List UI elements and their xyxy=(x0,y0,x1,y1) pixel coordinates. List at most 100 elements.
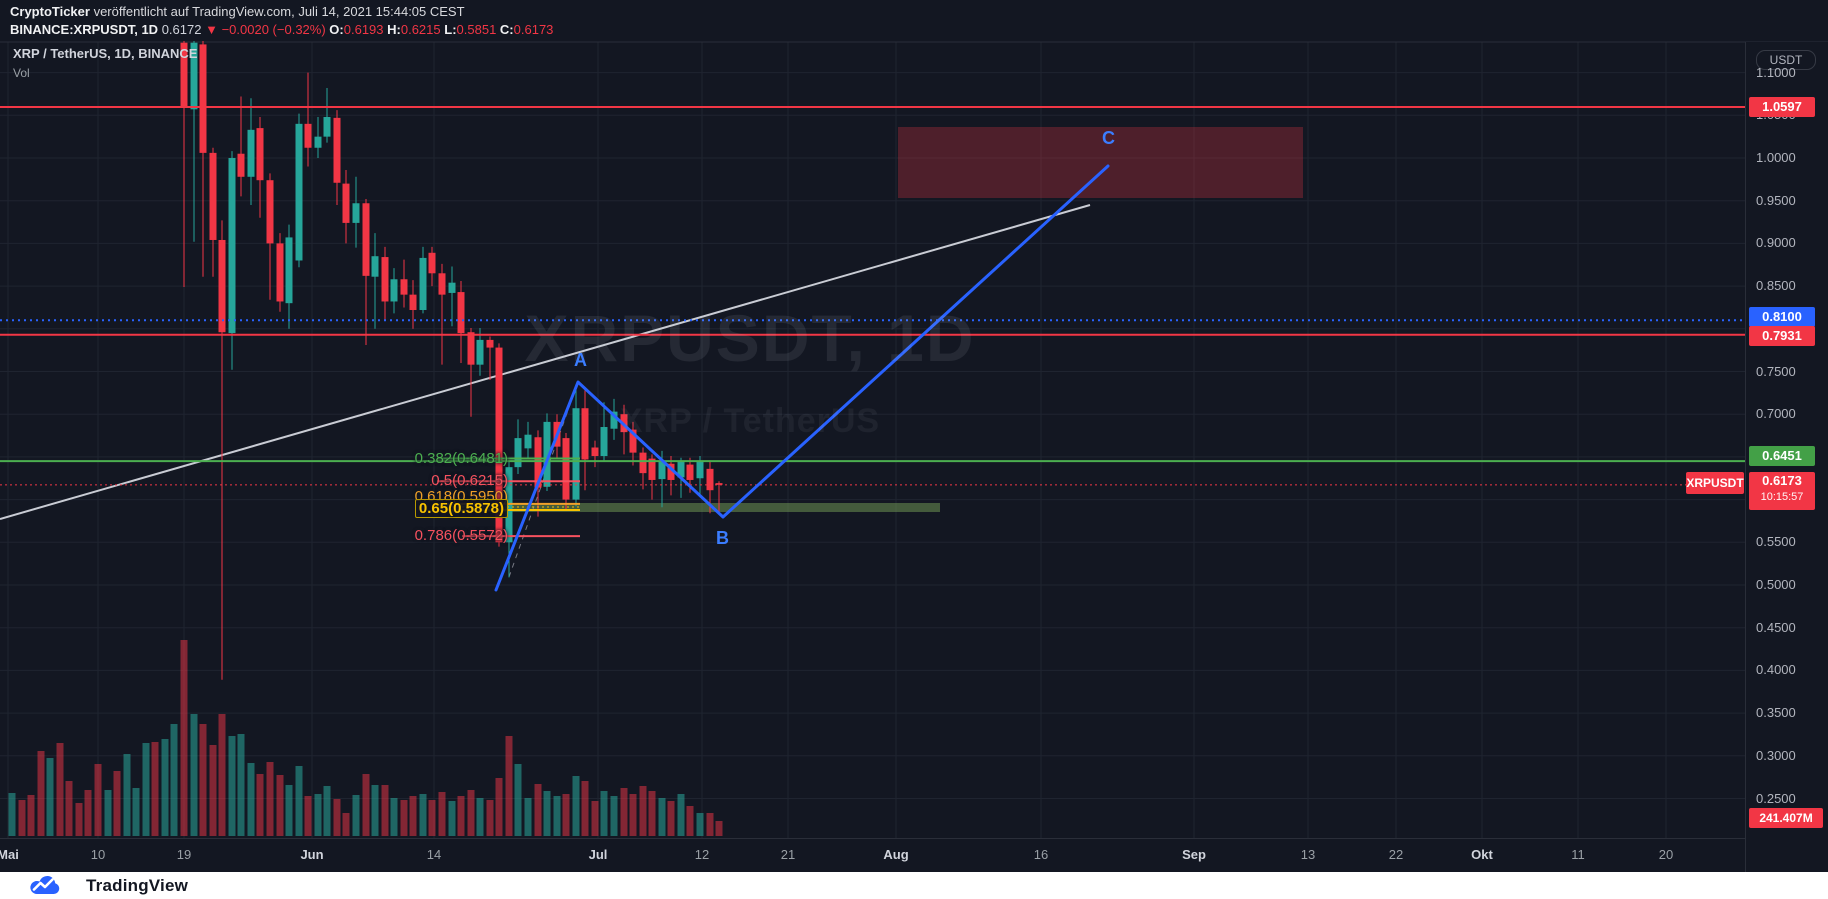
candle-body xyxy=(581,408,589,460)
volume-bar xyxy=(620,788,628,836)
candle-body xyxy=(209,152,217,240)
price-change: −0.0020 (−0.32%) xyxy=(221,22,326,37)
volume-bar xyxy=(362,774,370,836)
candle-body xyxy=(543,421,551,487)
volume-bar xyxy=(75,803,83,836)
volume-bar xyxy=(256,774,264,836)
volume-bar xyxy=(142,743,150,836)
time-tick: Sep xyxy=(1182,847,1206,862)
volume-bar xyxy=(428,800,436,836)
volume-bar xyxy=(706,813,714,836)
candle-body xyxy=(562,438,570,500)
volume-bar xyxy=(486,800,494,836)
candle-body xyxy=(371,256,379,277)
time-tick: Jul xyxy=(588,847,608,862)
price-tick: 0.9500 xyxy=(1756,192,1796,208)
time-tick: 16 xyxy=(1033,847,1049,862)
tradingview-logo-icon[interactable] xyxy=(26,874,70,897)
close-label: C: xyxy=(499,22,514,37)
candle-body xyxy=(390,279,398,302)
high-value: 0.6215 xyxy=(400,22,441,37)
chart-legend-symbol[interactable]: XRP / TetherUS, 1D, BINANCE xyxy=(13,46,198,61)
time-tick: 19 xyxy=(176,847,192,862)
time-axis[interactable]: Mai 10 19 Jun 14 Jul 12 21 Aug 16 Sep 13 22 Okt 11 20 xyxy=(0,838,1745,873)
candle-body xyxy=(295,123,303,261)
volume-bar xyxy=(180,640,188,836)
volume-bar xyxy=(686,806,694,836)
price-tick: 0.5500 xyxy=(1756,534,1796,550)
volume-bar xyxy=(170,724,178,836)
candle-body xyxy=(677,462,685,478)
candle-body xyxy=(457,292,465,334)
price-tick: 1.0000 xyxy=(1756,150,1796,165)
volume-bar xyxy=(553,796,561,836)
attribution-text: veröffentlicht auf TradingView.com, Juli… xyxy=(89,4,465,19)
candle-body xyxy=(342,183,350,223)
volume-bar xyxy=(438,792,446,836)
volume-bar xyxy=(104,790,112,836)
close-value: 0.6173 xyxy=(513,22,554,37)
candle-body xyxy=(237,153,245,177)
volume-bar xyxy=(448,801,456,836)
candle-body xyxy=(352,203,360,223)
volume-bar xyxy=(113,771,121,836)
candle-body xyxy=(199,44,207,153)
candle-body xyxy=(629,429,637,453)
price-tick: 0.4500 xyxy=(1756,619,1796,635)
candle-body xyxy=(715,483,723,485)
volume-bar xyxy=(199,724,207,836)
time-tick: Jun xyxy=(300,847,324,862)
volume-bar xyxy=(285,785,293,836)
candle-body xyxy=(495,347,503,543)
candle-body xyxy=(256,128,264,181)
price-axis[interactable]: USDT 1.10001.05001.00000.95000.90000.850… xyxy=(1745,42,1828,872)
volume-bar xyxy=(8,793,16,836)
volume-bar xyxy=(84,790,92,836)
volume-bar xyxy=(715,821,723,836)
volume-bar xyxy=(342,813,350,836)
volume-bar xyxy=(381,785,389,836)
candle-body xyxy=(610,411,618,429)
volume-bar xyxy=(534,784,542,836)
candle-body xyxy=(658,462,666,480)
time-tick: Mai xyxy=(0,847,19,862)
volume-bar xyxy=(543,791,551,836)
price-tick: 0.5000 xyxy=(1756,577,1796,592)
volume-bar xyxy=(237,734,245,836)
candle-body xyxy=(304,123,312,148)
price-tick: 0.3000 xyxy=(1756,747,1796,763)
volume-bar xyxy=(419,794,427,836)
volume-bar xyxy=(562,794,570,836)
candle-body xyxy=(333,117,341,183)
volume-bar xyxy=(132,788,140,836)
candle-body xyxy=(648,458,656,480)
time-tick: 11 xyxy=(1571,847,1585,862)
candle-body xyxy=(180,42,188,107)
price-tick: 0.7500 xyxy=(1756,363,1796,379)
candle-body xyxy=(428,252,436,274)
chart-legend-volume[interactable]: Vol xyxy=(13,66,30,80)
axis-label-241.407M: 241.407M xyxy=(1749,808,1823,828)
open-label: O: xyxy=(329,22,344,37)
volume-bar xyxy=(658,798,666,836)
candle-body xyxy=(362,203,370,276)
volume-bar xyxy=(304,796,312,836)
trendline xyxy=(0,204,1091,520)
volume-bar xyxy=(514,764,522,836)
chart-canvas[interactable] xyxy=(0,0,1828,872)
currency-badge[interactable]: USDT xyxy=(1756,50,1816,70)
volume-bar xyxy=(390,798,398,836)
axis-label-1.0597: 1.0597 xyxy=(1749,97,1815,117)
volume-bar xyxy=(218,714,226,836)
volume-bar xyxy=(572,776,580,836)
volume-bar xyxy=(371,785,379,836)
time-tick: 10 xyxy=(90,847,106,862)
price-line-symbol-tag: XRPUSDT xyxy=(1686,472,1744,494)
target-zone xyxy=(898,127,1303,198)
volume-bar xyxy=(400,800,408,836)
open-value: 0.6193 xyxy=(343,22,384,37)
wave-line xyxy=(494,164,1110,592)
down-arrow-icon: ▼ xyxy=(205,22,218,37)
volume-bar xyxy=(648,791,656,836)
tradingview-brand-link[interactable]: TradingView xyxy=(86,875,189,895)
